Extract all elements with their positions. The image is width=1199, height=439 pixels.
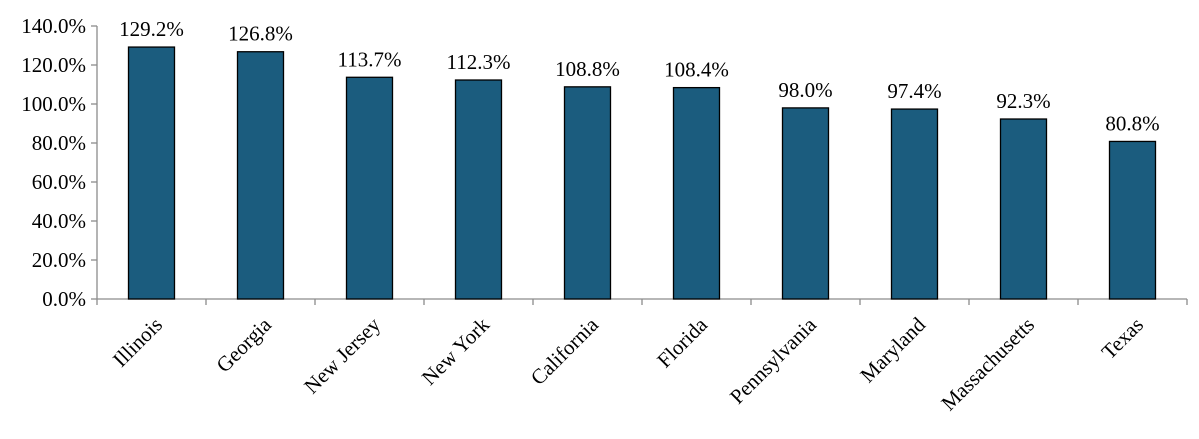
data-label: 129.2% [119, 17, 184, 41]
y-tick-label: 80.0% [32, 131, 86, 155]
category-label: Pennsylvania [725, 312, 822, 409]
bar-new-york [454, 79, 503, 300]
data-label: 112.3% [447, 50, 511, 74]
bar-pennsylvania [781, 107, 830, 300]
bar-california [563, 86, 612, 300]
data-label: 108.4% [664, 58, 729, 82]
y-tick-label: 140.0% [21, 14, 86, 38]
category-label: Florida [652, 312, 712, 372]
y-tick-label: 20.0% [32, 248, 86, 272]
bars [127, 46, 1157, 300]
category-label: California [526, 312, 604, 390]
category-label: Maryland [855, 312, 930, 387]
data-label: 126.8% [228, 22, 293, 46]
data-label: 80.8% [1105, 111, 1159, 135]
category-label: Illinois [108, 313, 167, 372]
y-tick-label: 0.0% [42, 287, 86, 311]
data-label: 92.3% [996, 89, 1050, 113]
bar-massachusetts [999, 118, 1048, 300]
x-axis [96, 298, 1188, 305]
category-label: Texas [1097, 313, 1148, 364]
y-tick-label: 120.0% [21, 53, 86, 77]
data-label: 98.0% [778, 78, 832, 102]
y-tick-label: 40.0% [32, 209, 86, 233]
category-label: Massachusetts [936, 313, 1039, 416]
category-labels: Illinois Georgia New Jersey New York Califor… [108, 312, 1148, 415]
y-tick-label: 100.0% [21, 92, 86, 116]
category-label: New Jersey [299, 312, 385, 398]
bar-texas [1108, 140, 1157, 300]
y-tick-label: 60.0% [32, 170, 86, 194]
data-labels: 129.2% 126.8% 113.7% 112.3% 108.8% 108.4% 98.0… [119, 17, 1160, 135]
bar-florida [672, 86, 721, 300]
data-label: 97.4% [887, 79, 941, 103]
bar-georgia [236, 51, 285, 300]
bar-new-jersey [345, 76, 394, 300]
category-label: New York [417, 312, 495, 390]
bar-maryland [890, 108, 939, 300]
category-label: Georgia [212, 312, 277, 377]
y-axis: 0.0% 20.0% 40.0% 60.0% 80.0% 100.0% 120.0% 140.… [21, 14, 98, 311]
data-label: 113.7% [338, 47, 402, 71]
bar-illinois [127, 46, 176, 300]
data-label: 108.8% [555, 57, 620, 81]
